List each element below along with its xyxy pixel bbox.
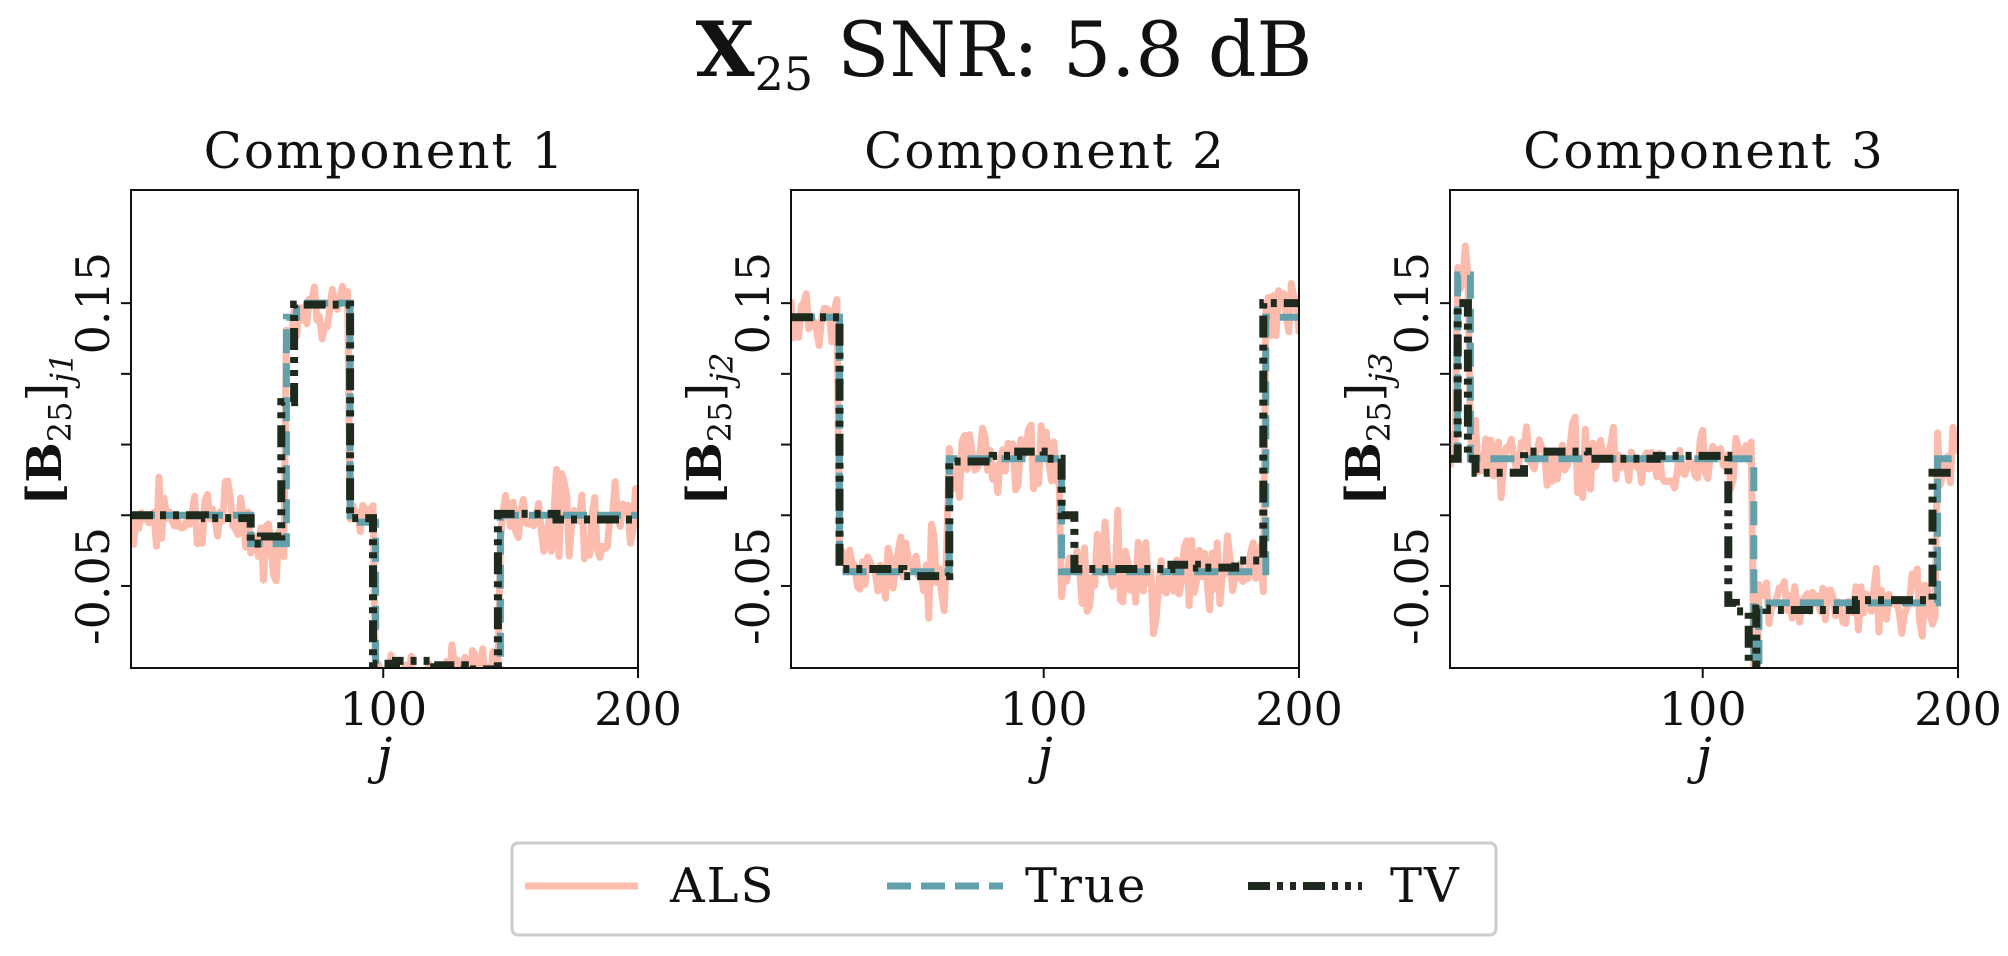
legend-label-tv: TV xyxy=(1390,858,1461,914)
title-rest: SNR: 5.8 dB xyxy=(813,5,1312,94)
y-axis-label: [B25]j3 xyxy=(1336,352,1400,505)
panel-title: Component 2 xyxy=(864,122,1226,180)
legend-label-als: ALS xyxy=(669,858,775,914)
title-main: X xyxy=(696,5,755,94)
axes-frame xyxy=(790,189,1300,669)
series-als-line xyxy=(1450,242,1958,668)
series-tv-line xyxy=(1450,299,1958,668)
series-als-line xyxy=(131,282,638,668)
legend: ALS True TV xyxy=(510,841,1498,937)
series-tv-line xyxy=(791,299,1299,581)
y-tick-label: -0.05 xyxy=(1385,527,1439,645)
legend-frame xyxy=(510,841,1498,937)
panel-title: Component 3 xyxy=(1523,122,1885,180)
y-tick-label: 0.15 xyxy=(66,252,120,354)
plot-area xyxy=(131,282,638,668)
axes-frame xyxy=(1449,189,1959,669)
x-tick-label: 100 xyxy=(1000,682,1088,736)
panel-title: Component 1 xyxy=(204,122,566,180)
legend-label-true: True xyxy=(1025,858,1147,914)
x-tick-label: 100 xyxy=(1659,682,1747,736)
plot-area xyxy=(1450,242,1958,668)
x-tick-label: 200 xyxy=(1914,682,2002,736)
y-tick-label: 0.15 xyxy=(1385,252,1439,354)
x-tick-label: 200 xyxy=(594,682,682,736)
y-axis-label: [B25]j1 xyxy=(17,352,81,505)
x-tick-label: 100 xyxy=(339,682,427,736)
y-axis-label: [B25]j2 xyxy=(677,352,741,505)
title-subscript: 25 xyxy=(755,47,814,101)
plot-area xyxy=(791,280,1299,637)
y-tick-label: -0.05 xyxy=(726,527,780,645)
y-tick-label: 0.15 xyxy=(726,252,780,354)
y-tick-label: -0.05 xyxy=(66,527,120,645)
axes-frame xyxy=(130,189,639,669)
series-true-line xyxy=(1450,271,1958,668)
series-als-line xyxy=(791,280,1299,637)
figure-title: X25 SNR: 5.8 dB xyxy=(696,5,1313,101)
x-tick-label: 200 xyxy=(1255,682,1343,736)
